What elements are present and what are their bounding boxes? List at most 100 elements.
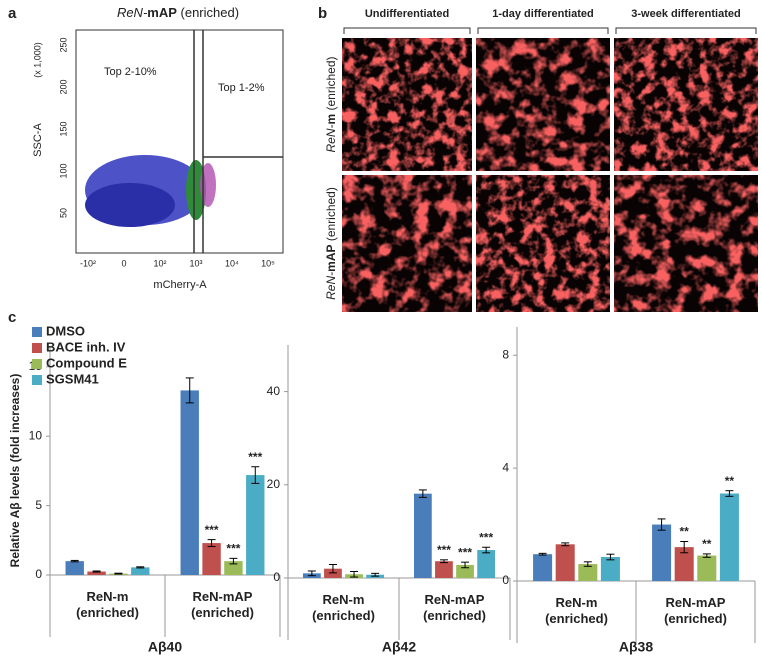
error-bar	[328, 563, 337, 574]
error-bar	[461, 561, 470, 569]
chart-title: Aβ42	[382, 639, 416, 655]
axis-label: mCherry-A	[153, 279, 207, 291]
significance-label: ***	[226, 542, 240, 556]
x-tick-label: 0	[121, 258, 126, 268]
bar	[202, 543, 221, 575]
bar	[674, 547, 694, 581]
legend-label: BACE inh. IV	[46, 339, 126, 354]
error-bar	[702, 553, 711, 558]
x-tick-label: ReN-mAP (enriched)	[191, 589, 254, 620]
axis-unit: (x 1,000)	[32, 42, 42, 78]
error-bar	[229, 557, 238, 565]
row-label-part: ReN-	[324, 125, 338, 153]
panel-label: b	[318, 5, 327, 22]
micrograph-cells	[476, 38, 610, 171]
x-tick-label: 10⁵	[261, 258, 275, 268]
bar	[435, 561, 453, 578]
y-tick-label: 150	[58, 121, 68, 136]
bar	[652, 524, 672, 581]
error-bar	[561, 542, 570, 547]
row-label: ReN-mAP (enriched)	[324, 187, 338, 300]
legend-label: SGSM41	[46, 371, 99, 386]
bar	[697, 555, 717, 581]
error-bar	[538, 552, 547, 556]
chart-title: Aβ40	[148, 639, 182, 655]
y-tick-label: 100	[58, 163, 68, 178]
micrograph-cells	[342, 38, 472, 171]
significance-label: **	[725, 474, 735, 488]
micrograph-cells	[614, 175, 758, 312]
y-tick-label: 10	[29, 428, 43, 442]
error-bar	[439, 559, 448, 564]
y-tick-label: 8	[502, 347, 509, 361]
bar	[65, 561, 84, 575]
x-tick-label: ReN-mAP (enriched)	[664, 595, 727, 626]
column-header: Undifferentiated	[365, 8, 449, 20]
panel-title: ReN-mAP (enriched)	[117, 5, 239, 20]
x-tick-label: ReN-mAP (enriched)	[423, 592, 486, 623]
x-tick-label: 10³	[189, 258, 202, 268]
micrograph-cells	[614, 38, 758, 171]
bar	[578, 564, 598, 581]
row-label: ReN-m (enriched)	[324, 56, 338, 152]
legend-swatch	[32, 375, 42, 385]
error-bar	[92, 570, 101, 573]
x-tick-label: 10²	[153, 258, 166, 268]
error-bar	[350, 570, 359, 578]
legend-label: Compound E	[46, 355, 127, 370]
error-bar	[251, 466, 260, 484]
row-label-part: mAP	[324, 245, 338, 272]
column-header: 3-week differentiated	[631, 8, 740, 20]
bar	[456, 564, 474, 578]
legend-swatch	[32, 327, 42, 337]
gate-label: Top 1-2%	[218, 82, 265, 94]
bar	[131, 567, 150, 575]
bar	[413, 493, 432, 578]
y-tick-label: 250	[58, 37, 68, 52]
row-label-part: m	[324, 114, 338, 125]
error-bar	[207, 539, 216, 548]
significance-label: ***	[205, 523, 219, 537]
significance-label: **	[680, 525, 690, 539]
y-axis-title: Relative Aβ levels (fold increases)	[8, 374, 22, 568]
error-bar	[725, 490, 734, 497]
error-bar	[371, 572, 380, 577]
bar	[533, 554, 553, 581]
error-bar	[482, 546, 491, 554]
bar	[477, 550, 496, 578]
population	[200, 163, 216, 207]
y-tick-label: 20	[267, 477, 281, 491]
y-tick-label: 0	[273, 570, 280, 584]
micrograph-cells	[342, 175, 472, 312]
x-tick-label: 10⁴	[225, 258, 239, 268]
y-tick-label: 4	[502, 460, 509, 474]
axis-label: SSC-A	[32, 123, 44, 157]
panel-label: a	[8, 5, 17, 22]
x-tick-label: ReN-m (enriched)	[545, 595, 608, 626]
y-tick-label: 200	[58, 79, 68, 94]
micrograph-cells	[476, 175, 610, 312]
row-label-part: (enriched)	[324, 56, 338, 113]
y-tick-label: 40	[267, 384, 281, 398]
title-part: mAP	[147, 5, 177, 20]
title-part: ReN-	[117, 5, 148, 20]
bar	[180, 390, 199, 575]
legend-swatch	[32, 359, 42, 369]
x-tick-label: ReN-m (enriched)	[312, 592, 375, 623]
error-bar	[136, 566, 145, 569]
significance-label: ***	[248, 450, 262, 464]
population	[85, 183, 175, 227]
error-bar	[583, 561, 592, 567]
gate-label: Top 2-10%	[104, 66, 157, 78]
y-tick-label: 5	[35, 498, 42, 512]
significance-label: ***	[437, 543, 451, 557]
bracket	[477, 27, 609, 34]
bar	[719, 493, 739, 581]
bar	[87, 571, 106, 575]
significance-label: **	[702, 537, 712, 551]
error-bar	[657, 518, 666, 531]
significance-label: ***	[458, 545, 472, 559]
title-part: (enriched)	[177, 5, 239, 20]
